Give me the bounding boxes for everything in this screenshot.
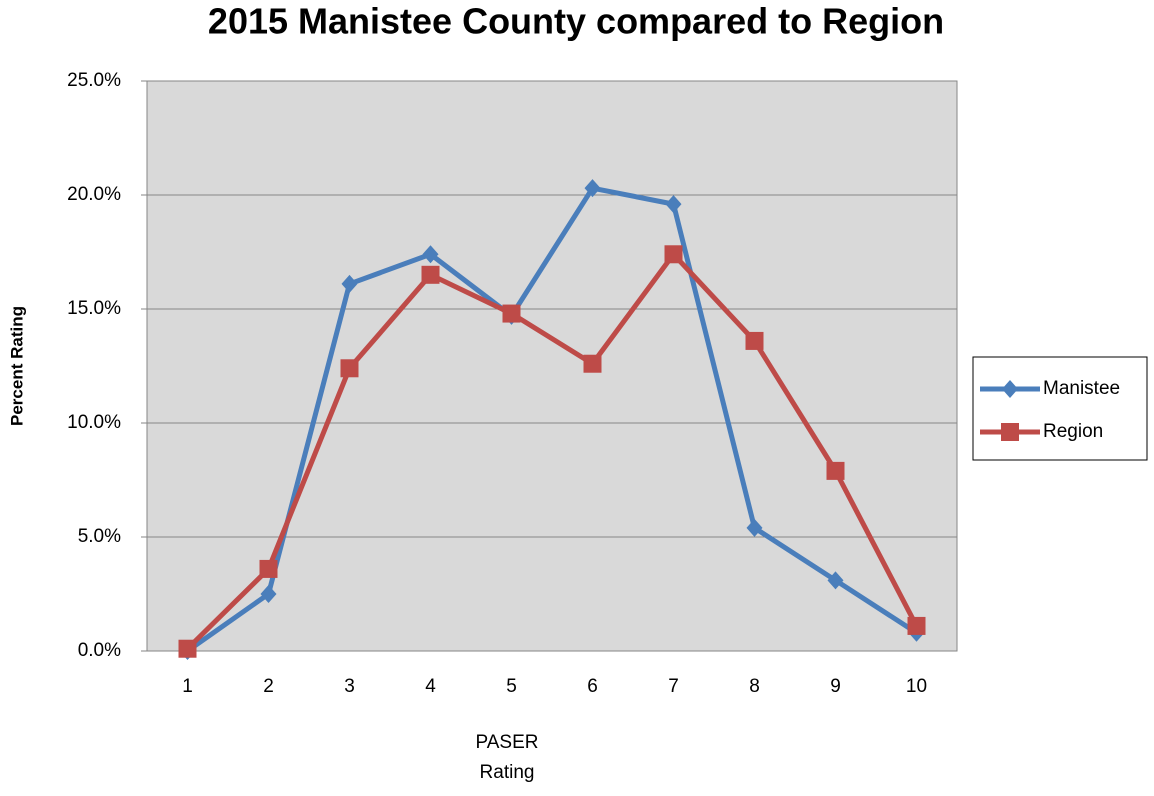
x-tick-label: 1 xyxy=(182,676,193,697)
line xyxy=(186,185,918,654)
marker xyxy=(260,585,277,603)
x-tick-label: 3 xyxy=(344,676,355,697)
marker xyxy=(583,354,602,373)
plot-area xyxy=(146,80,958,652)
legend-label: Region xyxy=(1043,421,1103,442)
x-tick-label: 8 xyxy=(749,676,760,697)
x-tick-label: 7 xyxy=(668,676,679,697)
marker xyxy=(584,179,601,198)
marker xyxy=(907,616,926,635)
marker xyxy=(665,195,682,214)
marker xyxy=(421,265,440,284)
y-tick-label: 0.0% xyxy=(78,640,121,661)
legend-label: Manistee xyxy=(1043,378,1120,399)
marker xyxy=(422,245,439,264)
chart-title: 2015 Manistee County compared to Region xyxy=(208,1,944,42)
legend-box xyxy=(972,356,1148,461)
marker xyxy=(502,304,521,323)
series xyxy=(178,245,926,658)
marker xyxy=(259,559,278,578)
marker xyxy=(664,245,683,264)
legend-marker xyxy=(1001,423,1019,441)
x-axis-label: PASER Rating xyxy=(475,732,539,783)
marker xyxy=(178,639,197,658)
y-tick-label: 25.0% xyxy=(67,70,121,91)
x-tick-label: 9 xyxy=(830,676,841,697)
line xyxy=(185,251,919,651)
marker xyxy=(745,331,764,350)
y-tick-label: 5.0% xyxy=(78,526,121,547)
y-tick-label: 10.0% xyxy=(67,412,121,433)
legend-marker xyxy=(1002,380,1018,398)
x-tick-label: 2 xyxy=(263,676,274,697)
x-tick-label: 6 xyxy=(587,676,598,697)
x-tick-label: 4 xyxy=(425,676,436,697)
y-tick-label: 15.0% xyxy=(67,298,121,319)
y-axis-label: Percent Rating xyxy=(7,306,26,426)
y-tick-label: 20.0% xyxy=(67,184,121,205)
marker xyxy=(341,274,358,293)
marker xyxy=(340,359,359,378)
marker xyxy=(746,518,763,537)
x-tick-label: 10 xyxy=(906,676,927,697)
marker xyxy=(827,571,844,590)
x-tick-label: 5 xyxy=(506,676,517,697)
marker xyxy=(826,461,845,480)
